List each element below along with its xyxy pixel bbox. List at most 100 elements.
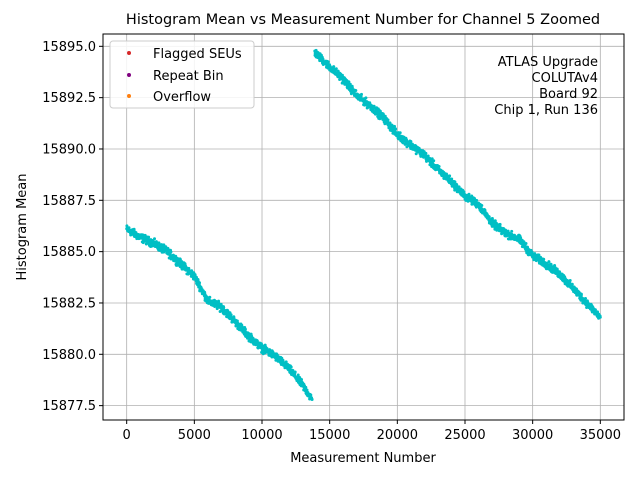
data-point [453,180,457,184]
data-point [584,297,587,300]
data-point [480,204,484,207]
data-point [332,65,336,69]
y-tick-label: 15887.5 [42,194,96,209]
data-point [448,174,452,178]
x-axis-label: Measurement Number [290,451,436,466]
data-point [198,281,201,285]
data-point [284,360,288,364]
legend-box [109,40,255,109]
x-tick-label: 20000 [377,428,418,443]
data-point [386,118,390,122]
y-tick-label: 15882.5 [42,296,96,311]
data-point [570,282,574,286]
data-point [251,337,255,340]
y-axis-ticks: 15877.5 15880.0 15882.5 15885.0 15887.5 15890… [42,40,103,414]
data-point [547,260,551,264]
legend-marker-overflow [127,94,131,98]
data-point [293,370,297,374]
data-point [164,245,168,249]
data-point [169,250,173,254]
data-point [432,159,436,163]
x-tick-label: 30000 [512,428,553,443]
data-point [129,233,133,237]
y-tick-label: 15880.0 [42,348,96,363]
data-point [309,393,313,397]
data-point [334,67,338,71]
x-axis-ticks: 0 5000 10000 15000 20000 25000 30000 35000 [123,420,621,443]
data-point [326,60,330,64]
y-tick-label: 15885.0 [42,245,96,260]
legend-label-flagged-seus: Flagged SEUs [153,47,242,62]
legend-label-overflow: Overflow [153,90,211,105]
data-point [409,140,413,143]
data-point [229,313,233,317]
legend-marker-flagged-seus [127,51,131,55]
y-tick-label: 15892.5 [42,91,96,106]
data-point [549,262,553,266]
x-tick-label: 10000 [241,428,282,443]
data-point [298,376,302,380]
data-point [383,114,387,118]
data-point [235,319,239,323]
y-tick-label: 15877.5 [42,399,96,414]
chart-title: Histogram Mean vs Measurement Number for… [126,12,600,28]
data-point [243,327,247,331]
annotation-line-3: Board 92 [539,87,598,102]
data-point [300,378,303,381]
data-point [222,306,226,310]
data-point [553,264,557,267]
x-tick-label: 5000 [178,428,211,443]
data-point [475,198,479,202]
data-point [147,235,151,239]
data-point [483,208,487,212]
x-tick-label: 25000 [444,428,485,443]
data-point [424,151,428,155]
data-point [372,106,376,110]
x-tick-label: 15000 [309,428,350,443]
data-point [537,253,541,257]
data-point [498,222,502,226]
data-point [304,385,308,389]
y-tick-label: 15895.0 [42,40,96,55]
data-point [347,80,351,84]
data-point [467,192,471,196]
data-point [510,229,514,233]
data-point [579,292,583,296]
data-point [393,124,396,128]
legend-label-repeat-bin: Repeat Bin [153,69,224,84]
plot-frame [102,33,625,421]
data-point [364,96,368,100]
data-point [598,315,602,319]
legend: Flagged SEUs Repeat Bin Overflow [109,40,255,109]
legend-marker-repeat-bin [127,73,131,77]
y-tick-label: 15890.0 [42,142,96,157]
data-point [568,279,572,282]
data-point [522,240,526,244]
annotation-line-1: ATLAS Upgrade [498,55,598,70]
x-tick-label: 0 [123,428,131,443]
data-points [125,48,602,401]
data-point [360,92,363,96]
data-point [426,154,430,158]
y-axis-label: Histogram Mean [15,174,30,281]
data-point [232,316,236,320]
data-point [398,131,402,135]
data-point [354,89,358,92]
data-point [153,237,156,241]
data-point [132,227,136,231]
data-point [487,215,491,219]
data-point [394,127,398,131]
data-point [281,358,285,362]
data-point [524,242,528,245]
data-point [542,257,546,261]
annotation-line-2: COLUTAv4 [532,71,598,86]
annotation-line-4: Chip 1, Run 136 [494,103,598,118]
data-point [437,165,441,168]
data-point [490,217,494,220]
data-point [305,388,309,392]
data-point [310,398,314,401]
x-tick-label: 35000 [580,428,621,443]
data-point [289,365,293,369]
